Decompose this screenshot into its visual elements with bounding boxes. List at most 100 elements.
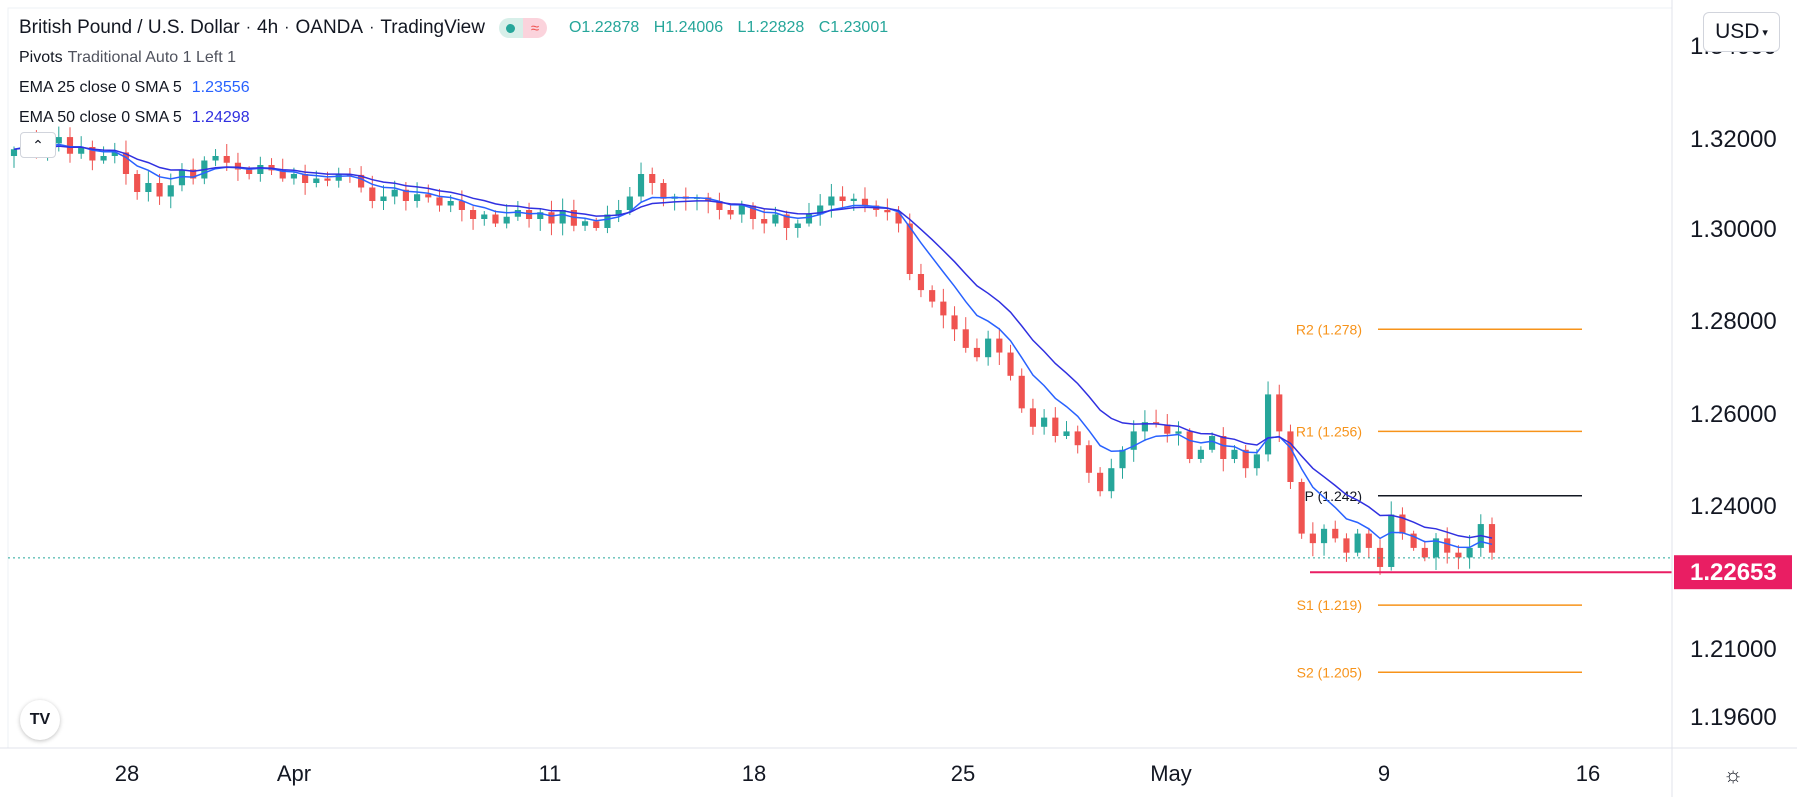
candle-body (223, 156, 230, 163)
market-status-pill[interactable]: ≈ (498, 18, 547, 38)
currency-label: USD (1715, 20, 1760, 43)
candle-body (917, 274, 925, 291)
candle-body (246, 169, 253, 174)
candle-body (324, 178, 331, 181)
price-tick-label: 1.30000 (1690, 216, 1777, 243)
candle-body (1231, 449, 1238, 459)
open-value: O1.22878 (568, 19, 640, 36)
interval-label[interactable]: 4h (257, 17, 279, 38)
candle-body (985, 338, 992, 358)
candle-body (1063, 431, 1070, 436)
legend-pivots[interactable]: Pivots Traditional Auto 1 Left 1 (19, 43, 898, 73)
candle-body (749, 205, 757, 219)
candle-body (1007, 352, 1014, 376)
candle-body (492, 214, 499, 224)
candle-body (1399, 514, 1406, 534)
grid (7, 7, 1673, 749)
ema50-value: 1.24298 (191, 109, 250, 126)
pivot-label: R2 (1.278) (1296, 321, 1362, 337)
ema25-value: 1.23556 (191, 79, 250, 96)
symbol-row[interactable]: British Pound / U.S. Dollar · 4h · OANDA… (19, 13, 898, 43)
candle-body (234, 162, 242, 170)
legend-ema25[interactable]: EMA 25 close 0 SMA 5 1.23556 (19, 73, 898, 103)
candle-body (1432, 538, 1440, 558)
collapse-legend-button[interactable]: ⌃ (20, 132, 56, 158)
time-tick-label: 28 (115, 761, 139, 786)
price-tick-label: 1.24000 (1690, 493, 1777, 520)
candle-body (951, 315, 958, 330)
candle-body (145, 183, 152, 192)
candle-body (447, 201, 454, 206)
candle-body (1365, 533, 1372, 548)
candle-body (134, 174, 141, 192)
candle-body (257, 165, 264, 174)
candle-body (469, 210, 477, 219)
candle-body (178, 169, 186, 186)
candle-body (537, 212, 544, 219)
candle-body (436, 197, 443, 206)
settings-icon[interactable]: ☼ (1723, 762, 1744, 787)
tradingview-logo-icon[interactable]: TV (20, 700, 60, 740)
candle-body (458, 201, 465, 210)
candle-body (302, 174, 309, 183)
candle-body (660, 183, 667, 199)
pivots-params: Traditional Auto 1 Left 1 (67, 49, 236, 66)
candle-body (1309, 533, 1316, 544)
candle-body (1376, 547, 1384, 567)
time-tick-label: 11 (539, 761, 562, 786)
candle-body (156, 183, 163, 197)
candle-body (1242, 449, 1249, 469)
ema50-name: EMA 50 close 0 SMA 5 (19, 109, 182, 126)
candle-body (895, 212, 902, 224)
chevron-down-icon: ▾ (1762, 26, 1768, 39)
candle-body (167, 185, 174, 197)
price-tick-label: 1.21000 (1690, 636, 1777, 663)
candle-body (626, 196, 633, 210)
candle-body (1354, 533, 1361, 553)
high-value: H1.24006 (653, 19, 724, 36)
ema25-name: EMA 25 close 0 SMA 5 (19, 79, 182, 96)
current-price-line: 1.22653 (8, 555, 1792, 590)
candle-body (772, 214, 779, 224)
separator: · (284, 19, 290, 36)
candle-body (1052, 417, 1059, 436)
candle-body (100, 156, 107, 161)
candle-body (1074, 431, 1081, 446)
candle-body (212, 156, 219, 161)
candle-body (962, 329, 969, 348)
broker-label: OANDA (295, 17, 364, 38)
candle-body (1119, 449, 1126, 469)
separator: · (245, 19, 252, 36)
candle-body (1085, 445, 1092, 473)
separator: · (369, 19, 375, 36)
time-tick-label: 16 (1576, 761, 1600, 786)
candle-body (615, 210, 622, 215)
candle-body (1220, 436, 1227, 459)
candle-body (391, 189, 398, 197)
candle-body (1186, 431, 1193, 459)
candle-body (380, 196, 387, 201)
currency-selector[interactable]: USD ▾ (1703, 12, 1780, 52)
candle-body (1141, 422, 1148, 432)
symbol-title[interactable]: British Pound / U.S. Dollar (19, 17, 240, 38)
candle-body (637, 174, 645, 197)
candle-body (805, 214, 813, 224)
candle-body (369, 187, 376, 201)
legend-ema50[interactable]: EMA 50 close 0 SMA 5 1.24298 (19, 103, 898, 133)
candle-body (514, 210, 521, 217)
candle-body (1466, 547, 1473, 558)
price-tick-label: 1.26000 (1690, 401, 1777, 428)
candle-body (1130, 431, 1137, 450)
time-tick-label: 9 (1378, 761, 1390, 786)
candle-body (716, 201, 723, 210)
candle-body (1164, 424, 1171, 434)
candle-body (89, 147, 96, 161)
pivot-label: R1 (1.256) (1296, 423, 1362, 439)
pivots-name: Pivots (19, 49, 63, 66)
candle-body (1343, 538, 1350, 553)
candle-body (1041, 417, 1048, 427)
candle-body (503, 216, 510, 224)
